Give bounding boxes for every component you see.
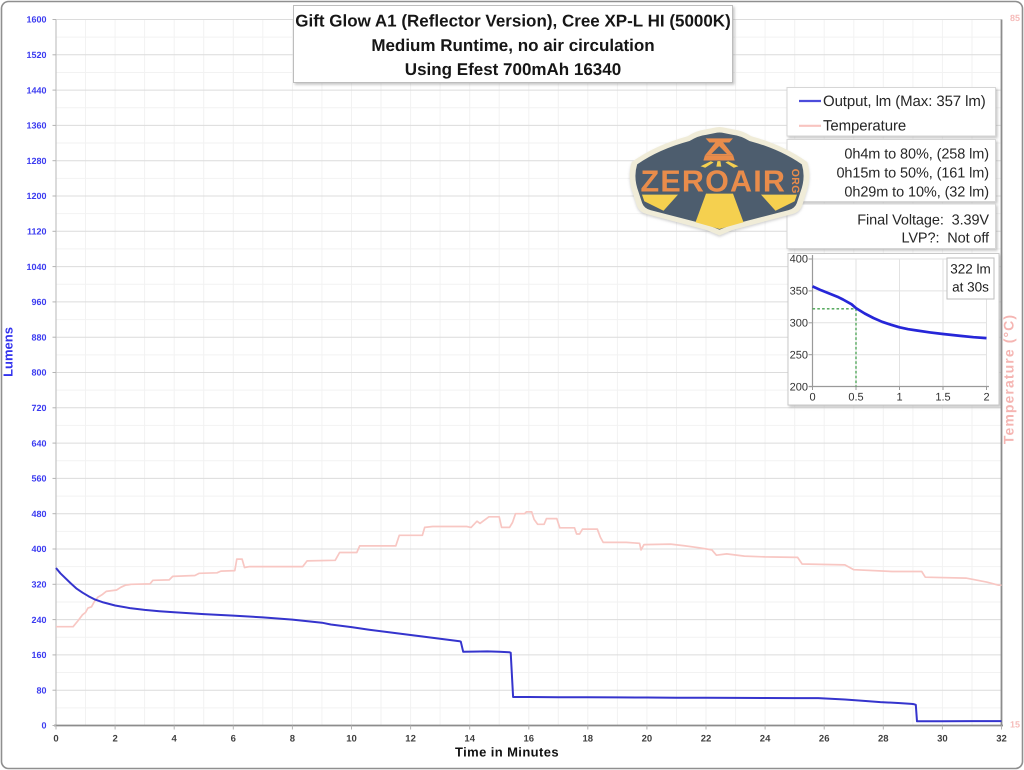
- svg-text:2: 2: [983, 392, 989, 404]
- svg-text:at 30s: at 30s: [952, 280, 989, 295]
- svg-text:1: 1: [896, 392, 902, 404]
- svg-text:80: 80: [36, 685, 46, 695]
- svg-text:ORG: ORG: [789, 169, 801, 194]
- svg-text:240: 240: [31, 615, 46, 625]
- svg-text:ZEROAIR: ZEROAIR: [641, 165, 787, 199]
- svg-text:Lumens: Lumens: [1, 327, 16, 377]
- svg-text:1280: 1280: [26, 156, 46, 166]
- svg-text:15: 15: [1010, 720, 1020, 730]
- svg-text:14: 14: [464, 734, 475, 745]
- svg-text:Output, lm (Max: 357 lm): Output, lm (Max: 357 lm): [823, 93, 986, 110]
- svg-text:800: 800: [31, 368, 46, 378]
- svg-text:1360: 1360: [26, 121, 46, 131]
- svg-text:30: 30: [937, 734, 948, 745]
- svg-text:26: 26: [819, 734, 830, 745]
- svg-text:400: 400: [31, 544, 46, 554]
- svg-text:1.5: 1.5: [935, 392, 950, 404]
- svg-text:Gift Glow A1 (Reflector Versio: Gift Glow A1 (Reflector Version), Cree X…: [295, 12, 731, 31]
- svg-text:0h15m to 50%, (161 lm): 0h15m to 50%, (161 lm): [836, 166, 989, 182]
- svg-text:Temperature (°C): Temperature (°C): [1001, 314, 1017, 444]
- svg-text:Using Efest 700mAh 16340: Using Efest 700mAh 16340: [405, 60, 621, 79]
- svg-text:Medium Runtime, no air circula: Medium Runtime, no air circulation: [371, 36, 654, 55]
- svg-text:12: 12: [405, 734, 416, 745]
- svg-text:200: 200: [790, 381, 808, 393]
- svg-text:320: 320: [31, 580, 46, 590]
- svg-text:32: 32: [996, 734, 1007, 745]
- svg-text:16: 16: [524, 734, 535, 745]
- svg-text:Temperature: Temperature: [823, 118, 906, 135]
- svg-text:4: 4: [172, 734, 178, 745]
- svg-text:24: 24: [760, 734, 771, 745]
- svg-text:28: 28: [878, 734, 889, 745]
- svg-text:LVP?: Not off: LVP?: Not off: [901, 231, 990, 247]
- svg-text:560: 560: [31, 474, 46, 484]
- svg-text:0h4m to 80%, (258 lm): 0h4m to 80%, (258 lm): [844, 147, 989, 163]
- svg-text:0: 0: [809, 392, 815, 404]
- svg-text:1040: 1040: [26, 262, 46, 272]
- svg-text:18: 18: [583, 734, 594, 745]
- svg-text:1120: 1120: [27, 227, 47, 237]
- svg-text:480: 480: [31, 509, 46, 519]
- svg-text:250: 250: [790, 349, 808, 361]
- svg-text:640: 640: [31, 438, 46, 448]
- svg-text:0: 0: [53, 734, 58, 745]
- svg-text:Time in Minutes: Time in Minutes: [455, 745, 559, 760]
- svg-text:1440: 1440: [26, 85, 46, 95]
- svg-text:6: 6: [231, 734, 236, 745]
- svg-text:400: 400: [790, 254, 808, 266]
- svg-text:720: 720: [31, 403, 46, 413]
- svg-text:322 lm: 322 lm: [950, 262, 991, 277]
- svg-text:300: 300: [790, 318, 808, 330]
- svg-text:Final Voltage: 3.39V: Final Voltage: 3.39V: [857, 213, 989, 229]
- svg-text:10: 10: [346, 734, 357, 745]
- svg-text:20: 20: [642, 734, 653, 745]
- svg-text:880: 880: [31, 332, 46, 342]
- svg-text:22: 22: [701, 734, 712, 745]
- svg-text:1600: 1600: [26, 15, 46, 25]
- svg-text:0.5: 0.5: [848, 392, 863, 404]
- svg-text:1520: 1520: [26, 50, 46, 60]
- svg-text:2: 2: [112, 734, 117, 745]
- svg-text:160: 160: [31, 650, 46, 660]
- svg-text:85: 85: [1010, 13, 1020, 23]
- svg-text:1200: 1200: [26, 191, 46, 201]
- svg-text:8: 8: [290, 734, 295, 745]
- svg-text:350: 350: [790, 286, 808, 298]
- svg-text:0h29m to 10%, (32 lm): 0h29m to 10%, (32 lm): [844, 185, 989, 201]
- svg-text:0: 0: [41, 721, 46, 731]
- svg-text:960: 960: [31, 297, 46, 307]
